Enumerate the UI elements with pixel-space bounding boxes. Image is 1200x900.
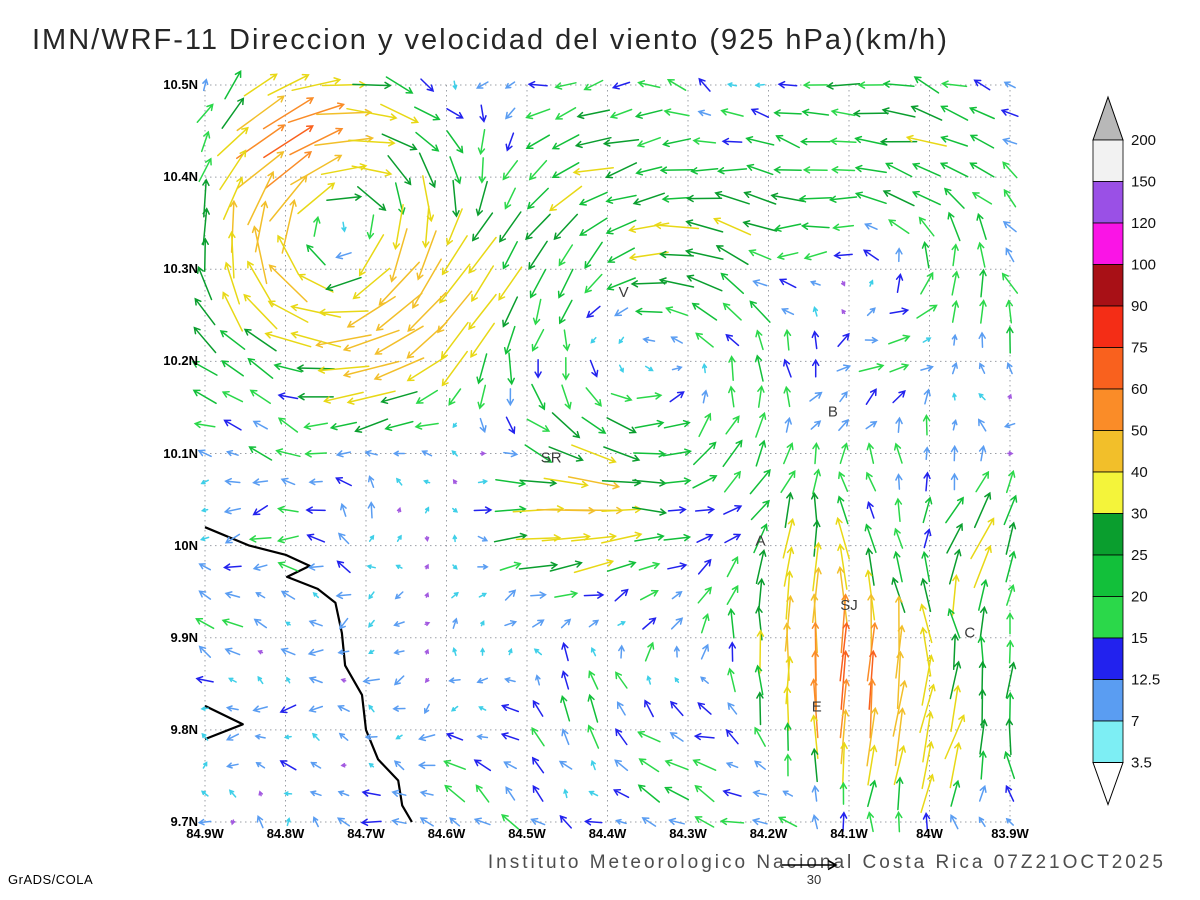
colorbar-label: 200 bbox=[1131, 132, 1156, 149]
lat-tick-label: 10.4N bbox=[163, 169, 198, 185]
lat-tick-label: 9.7N bbox=[170, 814, 198, 829]
lon-tick-label: 84.1W bbox=[830, 826, 868, 841]
colorbar-segment bbox=[1092, 637, 1124, 680]
lat-tick-label: 10.3N bbox=[163, 261, 198, 277]
colorbar-label: 150 bbox=[1131, 174, 1156, 191]
lon-tick-label: 83.9W bbox=[991, 826, 1029, 841]
colorbar-segment bbox=[1092, 471, 1124, 514]
colorbar-segment bbox=[1092, 720, 1124, 763]
city-label: V bbox=[619, 284, 629, 301]
lon-tick-label: 84.8W bbox=[266, 826, 305, 841]
colorbar-label: 40 bbox=[1131, 464, 1148, 481]
city-labels: V B SR A SJ C E bbox=[541, 284, 976, 716]
colorbar-label: 25 bbox=[1131, 547, 1148, 564]
colorbar-segment bbox=[1092, 554, 1124, 597]
colorbar-label: 12.5 bbox=[1131, 672, 1160, 689]
colorbar-label: 15 bbox=[1131, 630, 1148, 647]
colorbar-segment bbox=[1092, 139, 1124, 182]
coastline bbox=[204, 526, 413, 823]
lat-tick-label: 10.1N bbox=[163, 445, 198, 461]
lon-tick-label: 84.4W bbox=[588, 826, 627, 841]
colorbar-label: 7 bbox=[1131, 713, 1139, 730]
lon-tick-label: 84.3W bbox=[669, 826, 707, 841]
colorbar-segment bbox=[1092, 596, 1124, 639]
lat-tick-label: 9.8N bbox=[170, 721, 198, 737]
colorbar-segment bbox=[1092, 305, 1124, 348]
colorbar-segment bbox=[1092, 513, 1124, 556]
colorbar-label: 90 bbox=[1131, 298, 1148, 315]
lat-tick-label: 10N bbox=[174, 537, 198, 553]
colorbar-label: 120 bbox=[1131, 215, 1156, 232]
colorbar-label: 50 bbox=[1131, 423, 1148, 440]
colorbar-segment bbox=[1092, 347, 1124, 390]
lon-tick-label: 84.9W bbox=[186, 826, 224, 841]
wind-vector-map: V B SR A SJ C E bbox=[191, 70, 1019, 833]
colorbar-label: 100 bbox=[1131, 257, 1156, 274]
city-label: C bbox=[964, 625, 975, 642]
colorbar-segment bbox=[1092, 679, 1124, 722]
colorbar-segment bbox=[1092, 181, 1124, 224]
wind-arrows bbox=[191, 70, 1019, 833]
footer-text: Instituto Meteorologico Nacional Costa R… bbox=[487, 852, 1166, 873]
lon-tick-label: 84.2W bbox=[749, 826, 788, 841]
lon-tick-label: 84.5W bbox=[508, 826, 546, 841]
grads-watermark: GrADS/COLA bbox=[8, 872, 94, 887]
colorbar: 200 150 120 100 90 75 60 50 40 30 25 20 15 12.5 7 3.5 bbox=[1092, 95, 1160, 806]
colorbar-label: 3.5 bbox=[1131, 755, 1152, 772]
lon-tick-label: 84.7W bbox=[347, 826, 385, 841]
lat-tick-label: 9.9N bbox=[170, 629, 198, 645]
lat-tick-label: 10.2N bbox=[163, 353, 198, 369]
colorbar-segment bbox=[1092, 264, 1124, 307]
colorbar-label: 20 bbox=[1131, 589, 1148, 606]
lon-tick-label: 84.6W bbox=[427, 826, 466, 841]
colorbar-arrow-bottom bbox=[1092, 762, 1124, 806]
city-label: E bbox=[812, 698, 822, 715]
lat-tick-label: 10.5N bbox=[163, 77, 198, 92]
colorbar-arrow-top bbox=[1092, 95, 1124, 141]
colorbar-segment bbox=[1092, 430, 1124, 473]
city-label: SR bbox=[541, 450, 562, 467]
colorbar-label: 30 bbox=[1131, 506, 1148, 523]
colorbar-label: 75 bbox=[1131, 340, 1148, 357]
colorbar-segment bbox=[1092, 388, 1124, 431]
city-label: B bbox=[828, 404, 838, 421]
reference-arrow-label: 30 bbox=[806, 872, 822, 887]
colorbar-label: 60 bbox=[1131, 381, 1148, 398]
colorbar-segment bbox=[1092, 222, 1124, 265]
reference-arrow-icon bbox=[782, 859, 838, 871]
lon-tick-label: 84W bbox=[916, 826, 943, 841]
city-label: SJ bbox=[840, 597, 858, 614]
plot-title: IMN/WRF-11 Direccion y velocidad del vie… bbox=[32, 24, 949, 56]
city-label: A bbox=[755, 533, 765, 550]
